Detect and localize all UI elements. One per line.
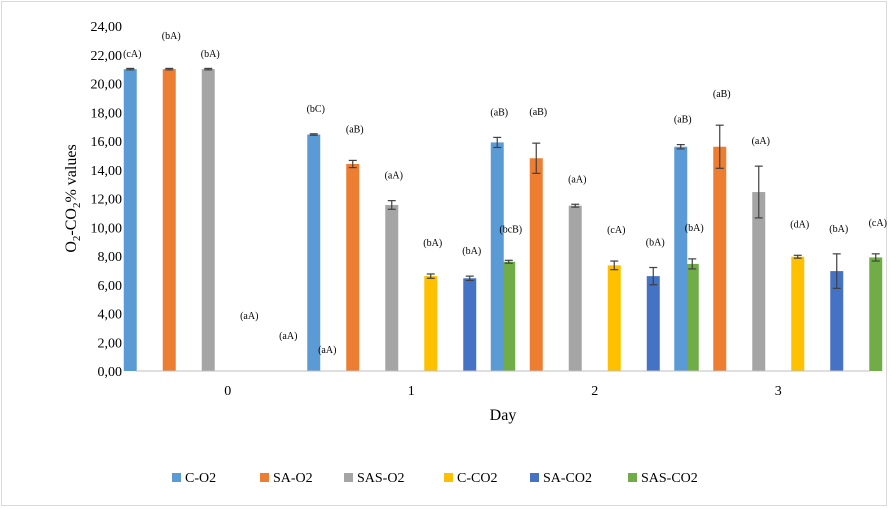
x-axis-title: Day <box>490 407 517 424</box>
bar-sas-o2 <box>201 69 215 371</box>
bar-sas-o2 <box>752 192 766 371</box>
y-tick-label: 14,00 <box>91 164 123 179</box>
significance-label: (aA) <box>752 136 770 147</box>
significance-label: (aB) <box>674 115 692 126</box>
y-title-tail: % values <box>63 144 80 202</box>
significance-label: (aB) <box>529 107 547 118</box>
bar-sas-o2 <box>568 205 582 371</box>
legend-label-sa-o2: SA-O2 <box>273 471 313 486</box>
y-tick-label: 18,00 <box>91 106 123 121</box>
legend: C-O2 SA-O2 SAS-O2 C-CO2 SA-CO2 SAS-CO2 <box>172 471 698 486</box>
significance-label: (aA) <box>568 174 586 185</box>
significance-label: (bA) <box>162 31 181 42</box>
y-tick-label: 16,00 <box>91 135 123 150</box>
significance-label: (aB) <box>490 107 508 118</box>
bar-c-co2 <box>424 276 438 371</box>
bar-sas-co2 <box>869 257 883 371</box>
bar-sas-co2 <box>685 263 699 371</box>
x-tick-label: 3 <box>775 384 782 399</box>
significance-label: (cA) <box>869 218 887 229</box>
significance-label: (aA) <box>240 311 258 322</box>
legend-swatch-c-o2 <box>172 473 181 482</box>
y-title-sub2: 2 <box>71 203 83 209</box>
annotations-layer: (cA) (bA) (bA) (aA) (aA) (aA) (bC) (aB) (aA) (bA)… <box>123 31 887 356</box>
significance-label: (aA) <box>318 345 336 356</box>
significance-label: (bA) <box>829 224 848 235</box>
legend-label-c-co2: C-CO2 <box>457 471 497 486</box>
significance-label: (bA) <box>685 223 704 234</box>
bar-sa-o2 <box>346 164 360 371</box>
legend-label-sas-co2: SAS-CO2 <box>641 471 698 486</box>
bar-sa-co2 <box>830 271 844 371</box>
significance-label: (cA) <box>607 225 625 236</box>
y-tick-label: 22,00 <box>91 49 123 64</box>
bar-sa-o2 <box>529 158 543 371</box>
bar-c-o2 <box>307 134 321 371</box>
significance-label: (dA) <box>790 219 809 230</box>
x-tick-label: 1 <box>408 384 415 399</box>
significance-label: (aA) <box>385 171 403 182</box>
significance-label: (bcB) <box>499 224 522 235</box>
y-tick-label: 20,00 <box>91 78 123 93</box>
bar-sa-o2 <box>713 146 727 371</box>
y-tick-label: 2,00 <box>98 336 123 351</box>
y-tick-label: 0,00 <box>98 365 123 380</box>
significance-label: (cA) <box>123 49 141 60</box>
bar-c-o2 <box>674 146 688 371</box>
x-tick-label: 0 <box>224 384 231 399</box>
significance-label: (bA) <box>462 246 481 257</box>
y-tick-label: 4,00 <box>98 308 123 323</box>
bar-c-co2 <box>791 256 805 371</box>
bar-sa-o2 <box>162 69 176 371</box>
y-axis-ticks: 0,00 2,00 4,00 6,00 8,00 10,00 12,00 14,00 16,00… <box>91 20 123 380</box>
y-tick-label: 6,00 <box>98 279 123 294</box>
bar-c-o2 <box>490 142 504 371</box>
y-axis-title: O2-CO2% values <box>63 144 83 252</box>
significance-label: (aA) <box>279 331 297 342</box>
significance-label: (bA) <box>423 238 442 249</box>
legend-swatch-c-co2 <box>444 473 453 482</box>
x-tick-label: 2 <box>591 384 598 399</box>
y-tick-label: 10,00 <box>91 221 123 236</box>
legend-label-c-o2: C-O2 <box>185 471 216 486</box>
legend-label-sas-o2: SAS-O2 <box>357 471 404 486</box>
legend-swatch-sas-co2 <box>628 473 637 482</box>
bar-sas-o2 <box>385 204 399 371</box>
bar-sa-co2 <box>463 278 477 371</box>
significance-label: (bC) <box>307 104 325 115</box>
bar-c-co2 <box>607 265 621 371</box>
significance-label: (bA) <box>646 238 665 249</box>
bars-layer <box>123 69 883 371</box>
bar-sas-co2 <box>502 261 516 371</box>
bar-sa-co2 <box>646 276 660 371</box>
legend-swatch-sa-co2 <box>530 473 539 482</box>
significance-label: (bA) <box>201 49 220 60</box>
y-tick-label: 8,00 <box>98 250 123 265</box>
legend-swatch-sas-o2 <box>344 473 353 482</box>
x-axis-ticks: 0 1 2 3 <box>224 384 782 399</box>
y-tick-label: 24,00 <box>91 20 123 35</box>
y-tick-label: 12,00 <box>91 193 123 208</box>
significance-label: (aB) <box>346 124 364 135</box>
legend-label-sa-co2: SA-CO2 <box>543 471 592 486</box>
bar-c-o2 <box>123 69 137 371</box>
legend-swatch-sa-o2 <box>260 473 269 482</box>
y-title-sub1: 2 <box>71 236 83 242</box>
significance-label: (aB) <box>713 89 731 100</box>
error-bars-layer <box>126 67 880 289</box>
y-title-mid: -CO <box>63 208 80 236</box>
y-title-o: O <box>63 241 80 253</box>
